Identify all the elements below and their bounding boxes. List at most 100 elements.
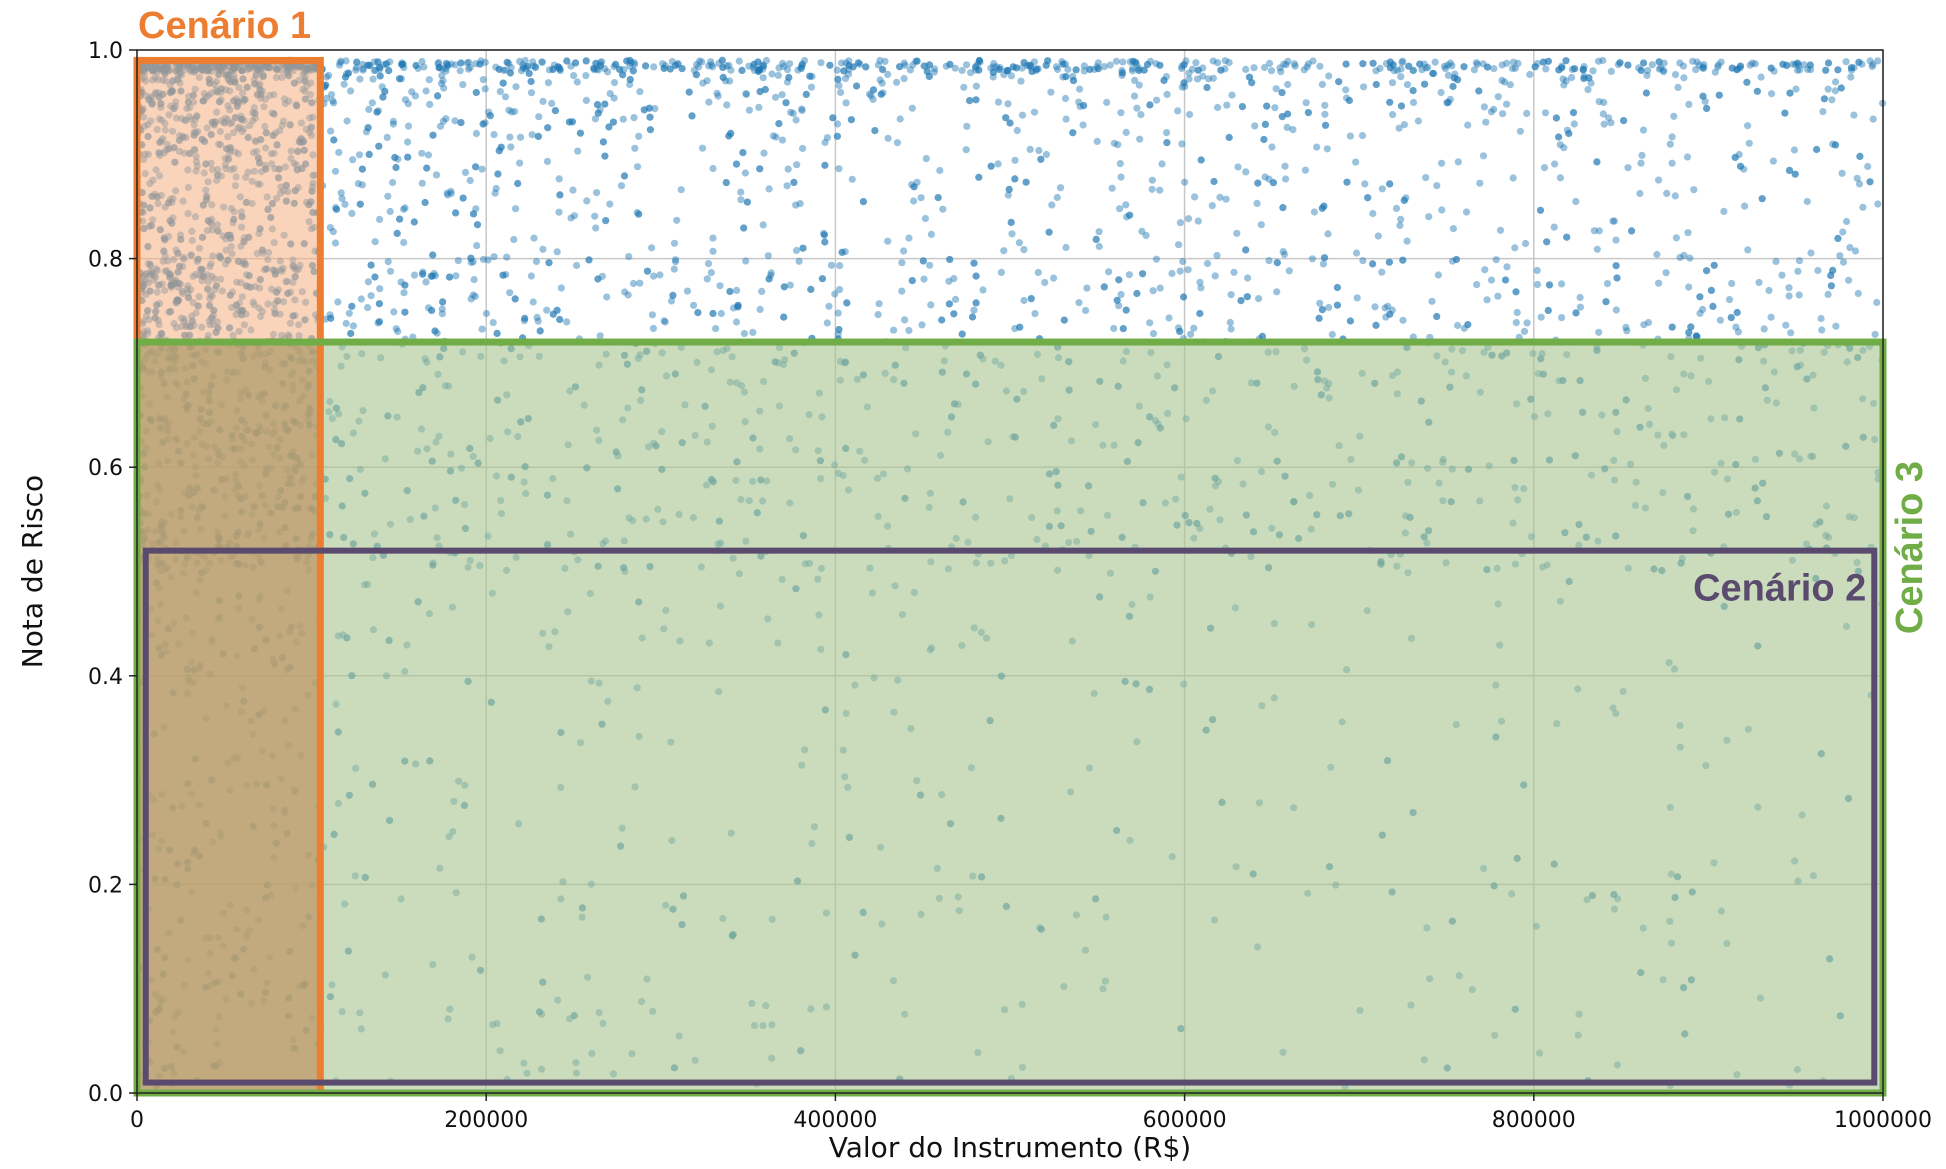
data-point (332, 239, 339, 246)
data-point (590, 65, 597, 72)
data-point (597, 332, 604, 339)
data-point (610, 119, 617, 126)
data-point (400, 289, 407, 296)
data-point (972, 96, 979, 103)
data-point (1624, 164, 1631, 171)
data-point (834, 133, 841, 140)
data-point (620, 116, 627, 123)
data-point (1416, 61, 1423, 68)
data-point (1370, 60, 1377, 67)
data-point (1829, 267, 1836, 274)
data-point (1839, 170, 1846, 177)
data-point (1168, 270, 1175, 277)
data-point (1181, 61, 1188, 68)
data-point (1146, 101, 1153, 108)
data-point (1800, 61, 1807, 68)
data-point (709, 310, 716, 317)
data-point (946, 300, 953, 307)
data-point (1375, 232, 1382, 239)
data-point (1449, 83, 1456, 90)
data-point (558, 284, 565, 291)
data-point (529, 131, 536, 138)
data-point (939, 206, 946, 213)
data-point (1325, 304, 1332, 311)
data-point (821, 238, 828, 245)
data-point (1397, 65, 1404, 72)
data-point (1165, 314, 1172, 321)
data-point (621, 288, 628, 295)
data-point (1551, 160, 1558, 167)
data-point (1422, 174, 1429, 181)
data-point (1003, 67, 1010, 74)
data-point (516, 160, 523, 167)
data-point (784, 182, 791, 189)
data-point (376, 285, 383, 292)
data-point (1164, 91, 1171, 98)
data-point (835, 326, 842, 333)
data-point (630, 280, 637, 287)
data-point (1209, 202, 1216, 209)
data-point (835, 82, 842, 89)
data-point (582, 72, 589, 79)
data-point (843, 99, 850, 106)
data-point (1834, 235, 1841, 242)
data-point (1493, 256, 1500, 263)
data-point (909, 277, 916, 284)
data-point (1499, 110, 1506, 117)
data-point (1464, 122, 1471, 129)
data-point (870, 86, 877, 93)
data-point (1163, 129, 1170, 136)
data-point (1396, 222, 1403, 229)
data-point (1572, 309, 1579, 316)
data-point (1410, 99, 1417, 106)
data-point (1685, 329, 1692, 336)
data-point (473, 89, 480, 96)
data-point (705, 260, 712, 267)
data-point (1082, 307, 1089, 314)
data-point (607, 90, 614, 97)
data-point (353, 59, 360, 66)
data-point (1076, 86, 1083, 93)
data-point (1558, 314, 1565, 321)
data-point (726, 288, 733, 295)
data-point (1595, 58, 1602, 65)
data-point (780, 314, 787, 321)
data-point (1401, 197, 1408, 204)
data-point (1107, 62, 1114, 69)
data-point (585, 256, 592, 263)
data-point (1728, 280, 1735, 287)
data-point (760, 221, 767, 228)
data-point (528, 89, 535, 96)
data-point (998, 269, 1005, 276)
data-point (1655, 177, 1662, 184)
data-point (1604, 280, 1611, 287)
data-point (1335, 78, 1342, 85)
data-point (1110, 325, 1117, 332)
data-point (1329, 331, 1336, 338)
data-point (1828, 96, 1835, 103)
data-point (422, 199, 429, 206)
data-point (768, 70, 775, 77)
data-point (1628, 227, 1635, 234)
data-point (1150, 287, 1157, 294)
data-point (1146, 319, 1153, 326)
data-point (715, 93, 722, 100)
data-point (649, 311, 656, 318)
data-point (808, 84, 815, 91)
data-point (1258, 221, 1265, 228)
data-point (573, 262, 580, 269)
data-point (1117, 109, 1124, 116)
data-point (601, 101, 608, 108)
data-point (556, 191, 563, 198)
data-point (1438, 160, 1445, 167)
data-point (530, 298, 537, 305)
data-point (396, 75, 403, 82)
data-point (1185, 215, 1192, 222)
data-point (1334, 302, 1341, 309)
data-point (709, 165, 716, 172)
data-point (1080, 121, 1087, 128)
data-point (1399, 257, 1406, 264)
data-point (460, 195, 467, 202)
data-point (1856, 153, 1863, 160)
data-point (1545, 58, 1552, 65)
